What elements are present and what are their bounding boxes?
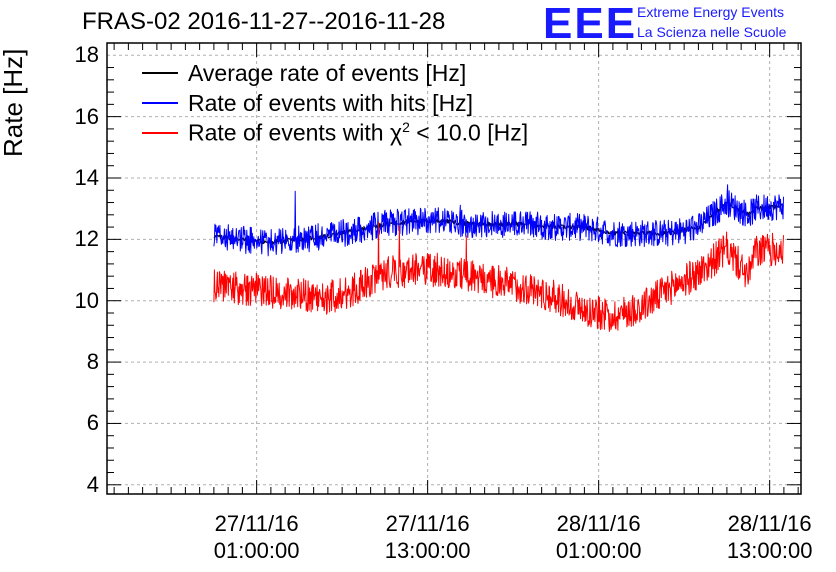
x-tick-time: 01:00:00 [213, 538, 300, 563]
legend-label-average: Average rate of events [Hz] [188, 59, 467, 86]
y-tick-label: 16 [74, 103, 99, 129]
eee-logo: EEE [543, 0, 638, 48]
series-lines [213, 184, 784, 332]
plot-frame [106, 42, 802, 495]
legend-label-chi2: Rate of events with χ2 < 10.0 [Hz] [188, 119, 528, 147]
legend-swatch-hits [142, 102, 178, 104]
x-tick-label: 28/11/16 13:00:00 [700, 510, 836, 564]
y-tick-label: 14 [74, 164, 99, 190]
legend-swatch-chi2 [142, 132, 178, 134]
series-chi2 [213, 221, 784, 332]
x-tick-date: 27/11/16 [385, 511, 470, 536]
axes [106, 42, 802, 495]
legend-label-chi2-main: Rate of events with χ [188, 119, 403, 146]
legend-label-hits: Rate of events with hits [Hz] [188, 89, 474, 116]
series-hits [213, 184, 784, 257]
chart-title: FRAS-02 2016-11-27--2016-11-28 [82, 8, 446, 35]
x-tick-label: 27/11/16 13:00:00 [358, 510, 498, 564]
x-tick-date: 27/11/16 [214, 511, 299, 536]
x-tick-time: 13:00:00 [384, 538, 471, 563]
y-tick-label: 12 [74, 226, 99, 252]
x-tick-date: 28/11/16 [556, 511, 641, 536]
legend-label-chi2-sup: 2 [402, 119, 410, 136]
x-tick-date: 28/11/16 [727, 511, 812, 536]
x-tick-label: 28/11/16 01:00:00 [529, 510, 669, 564]
legend-item-hits: Rate of events with hits [Hz] [142, 88, 473, 118]
logo-line-1: Extreme Energy Events [637, 4, 785, 20]
y-tick-label: 6 [86, 410, 99, 436]
legend-label-chi2-tail: < 10.0 [Hz] [409, 119, 529, 146]
legend-item-average: Average rate of events [Hz] [142, 58, 466, 88]
y-tick-label: 18 [74, 42, 99, 68]
legend-item-chi2: Rate of events with χ2 < 10.0 [Hz] [142, 118, 528, 148]
y-tick-label: 4 [86, 471, 99, 497]
x-tick-label: 27/11/16 01:00:00 [187, 510, 327, 564]
y-tick-label: 8 [86, 349, 99, 375]
legend-swatch-average [142, 72, 178, 74]
y-axis-label: Rate [Hz] [0, 48, 28, 157]
x-tick-time: 01:00:00 [555, 538, 642, 563]
y-tick-label: 10 [74, 287, 99, 313]
logo-line-2: La Scienza nelle Scuole [637, 24, 787, 40]
x-tick-time: 13:00:00 [726, 538, 813, 563]
